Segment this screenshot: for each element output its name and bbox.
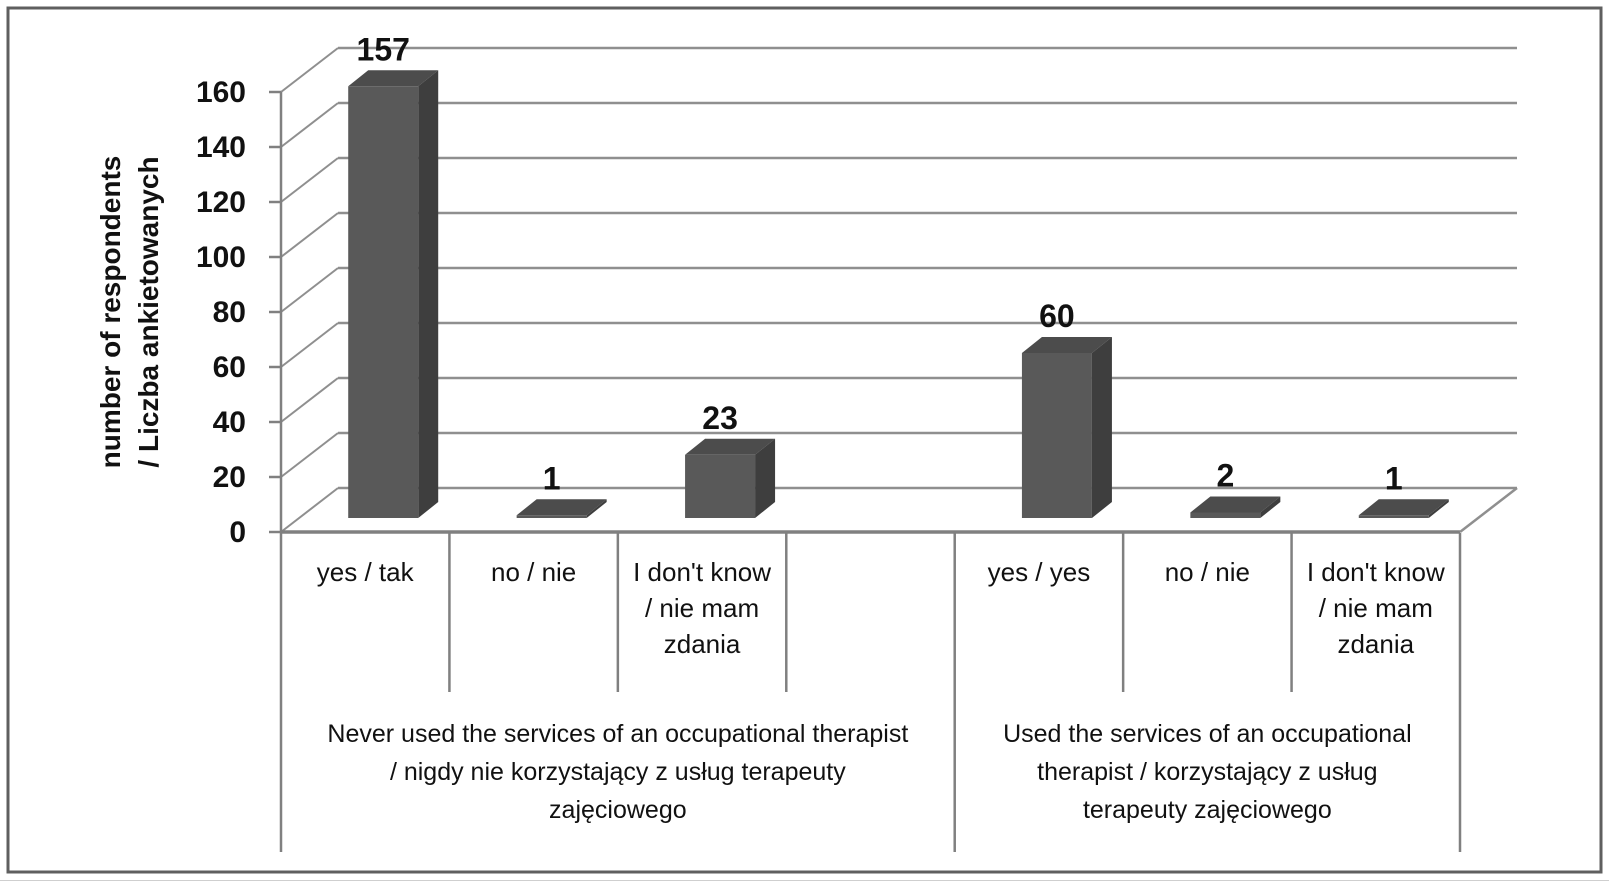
bar-front-face (516, 515, 587, 518)
y-tick-label: 40 (213, 406, 246, 439)
bar-side-face (586, 499, 607, 518)
side-wall-diagonal (280, 377, 339, 423)
bar-side-face (1428, 499, 1449, 518)
bar-value-label: 60 (1039, 298, 1075, 334)
y-tick-label: 60 (213, 351, 246, 384)
category-label: / nie mam (645, 593, 759, 623)
side-wall-diagonal (280, 267, 339, 313)
bar-top-face (1021, 337, 1112, 353)
y-tick-label: 160 (196, 76, 246, 109)
axis-and-floor (279, 92, 1518, 534)
bar-value-label: 1 (1385, 460, 1403, 496)
category-table-lines (279, 533, 1462, 852)
y-axis-title: / Liczba ankietowanych (133, 156, 164, 467)
bar-front-face (685, 454, 756, 518)
group-label: zajęciowego (549, 796, 687, 824)
category-label: zdania (664, 629, 741, 659)
bar-front-face (1190, 512, 1261, 518)
side-wall-diagonal (280, 432, 339, 478)
bar-side-face (418, 70, 439, 518)
bar-top-face (516, 499, 607, 516)
y-axis-title: number of respondents (95, 156, 126, 469)
bar-value-label: 1 (543, 460, 561, 496)
group-label: / nigdy nie korzystający z usług terapeu… (390, 758, 846, 786)
bar-side-face (1091, 337, 1112, 518)
category-label: I don't know (633, 557, 771, 587)
bar-top-face (1358, 499, 1449, 516)
bar-front-face (348, 86, 419, 518)
category-label: I don't know (1307, 557, 1445, 587)
bar-side-face (755, 438, 776, 518)
bar-front-face (1021, 353, 1092, 518)
category-label: no / nie (1165, 557, 1250, 587)
bar-top-face (685, 438, 776, 455)
y-tick-label: 20 (213, 461, 246, 494)
group-label: therapist / korzystający z usług (1037, 758, 1377, 786)
bar-value-label: 2 (1216, 458, 1234, 494)
y-tick-label: 140 (196, 131, 246, 164)
side-wall-diagonal (280, 102, 339, 148)
y-tick-label: 120 (196, 186, 246, 219)
side-wall-diagonal (280, 212, 339, 258)
bar-value-label: 157 (357, 31, 410, 67)
category-label: no / nie (491, 557, 576, 587)
bar-value-label: 23 (702, 400, 738, 436)
category-label: zdania (1337, 629, 1414, 659)
side-wall-diagonal (280, 47, 339, 93)
y-tick-label: 100 (196, 241, 246, 274)
side-wall-diagonal (280, 487, 339, 533)
category-label: yes / tak (317, 557, 415, 587)
bar-top-face (1190, 496, 1281, 513)
bar-front-face (1358, 515, 1429, 518)
bars-group (348, 70, 1449, 518)
floor-right-edge (1459, 487, 1518, 533)
group-label: Used the services of an occupational (1003, 720, 1412, 748)
group-label: Never used the services of an occupation… (327, 720, 908, 748)
group-label: terapeuty zajęciowego (1083, 796, 1332, 824)
side-wall-diagonal (280, 157, 339, 203)
category-label: yes / yes (988, 557, 1091, 587)
y-tick-label: 80 (213, 296, 246, 329)
bar-top-face (348, 70, 439, 87)
category-label: / nie mam (1319, 593, 1433, 623)
y-tick-label: 0 (229, 516, 246, 549)
wall-and-gridlines (269, 46, 1517, 534)
bar-side-face (1260, 496, 1281, 518)
side-wall-diagonal (280, 322, 339, 368)
figure-border (6, 6, 1603, 874)
